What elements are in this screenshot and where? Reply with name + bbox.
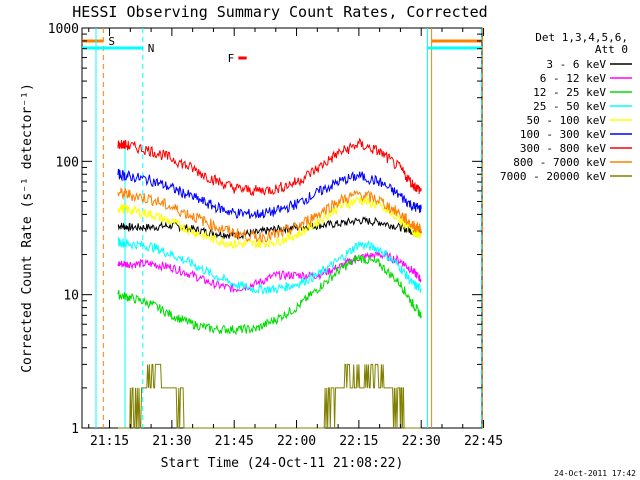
legend-entry-label: 300 - 800 keV bbox=[520, 142, 606, 155]
series-line-2 bbox=[117, 253, 422, 336]
flag-label-N: N bbox=[148, 42, 155, 55]
legend-entry-label: 12 - 25 keV bbox=[533, 86, 606, 99]
series-line-3 bbox=[117, 236, 422, 296]
legend-entry-label: 100 - 300 keV bbox=[520, 128, 606, 141]
x-tick-label: 22:00 bbox=[277, 434, 316, 449]
y-tick-label: 1000 bbox=[48, 22, 79, 37]
legend-entry-label: 50 - 100 keV bbox=[527, 114, 607, 127]
y-tick-label: 10 bbox=[63, 289, 79, 304]
legend-entry-label: 6 - 12 keV bbox=[540, 72, 607, 85]
x-axis-label: Start Time (24-Oct-11 21:08:22) bbox=[161, 456, 404, 471]
series-line-7 bbox=[117, 186, 422, 244]
timestamp: 24-Oct-2011 17:42 bbox=[554, 469, 636, 478]
y-axis-label: Corrected Count Rate (s⁻¹ detector⁻¹) bbox=[20, 83, 35, 373]
legend-header-line: Att 0 bbox=[595, 43, 628, 56]
x-tick-label: 22:30 bbox=[402, 434, 441, 449]
legend-entry-label: 3 - 6 keV bbox=[546, 58, 606, 71]
plot-frame bbox=[81, 27, 483, 429]
flag-label-S: S bbox=[108, 35, 115, 48]
legend-entry-label: 25 - 50 keV bbox=[533, 100, 606, 113]
x-tick-label: 21:15 bbox=[90, 434, 129, 449]
legend-entry-label: 7000 - 20000 keV bbox=[500, 170, 606, 183]
series-line-8 bbox=[117, 363, 422, 429]
x-tick-label: 22:15 bbox=[339, 434, 378, 449]
legend-entry-label: 800 - 7000 keV bbox=[513, 156, 606, 169]
x-tick-label: 21:45 bbox=[215, 434, 254, 449]
chart-title: HESSI Observing Summary Count Rates, Cor… bbox=[72, 3, 487, 21]
annotation-layer: S N F bbox=[82, 28, 483, 428]
y-tick-label: 1 bbox=[71, 422, 79, 437]
series-line-5 bbox=[117, 168, 422, 220]
flag-label-F: F bbox=[228, 52, 235, 65]
x-tick-label: 21:30 bbox=[152, 434, 191, 449]
y-tick-label: 100 bbox=[56, 155, 79, 170]
series-line-6 bbox=[117, 137, 422, 196]
x-tick-label: 22:45 bbox=[464, 434, 503, 449]
series-line-1 bbox=[117, 250, 422, 293]
series-layer bbox=[117, 137, 422, 429]
legend-header-line: Det 1,3,4,5,6, bbox=[535, 31, 628, 44]
axes-layer: 1 10 100 1000 21:15 21:30 21:45 22:00 22:15 22:30… bbox=[48, 22, 503, 449]
series-line-4 bbox=[117, 195, 422, 249]
